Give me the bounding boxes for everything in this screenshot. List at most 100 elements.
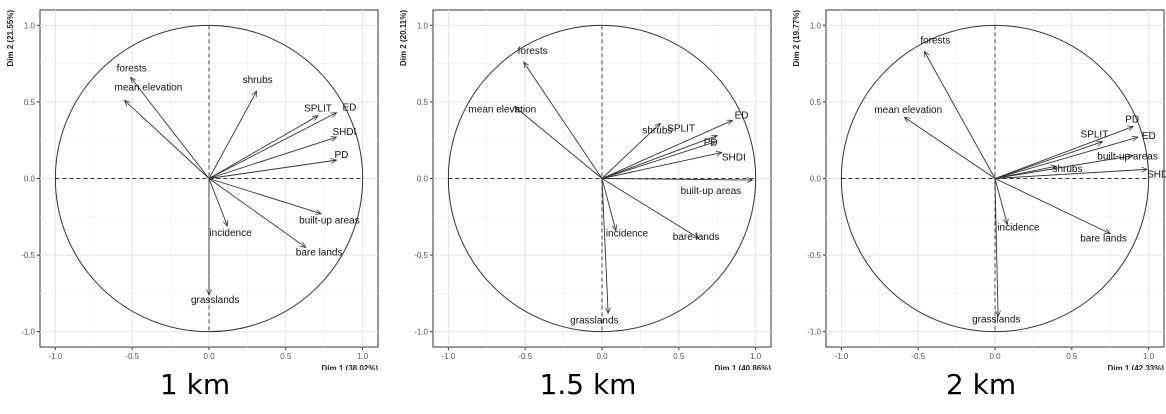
correlation-circle-chart-1km: -1.0 -1.0 -0.5 -0.5 0.0 0.0 0.5 0.5 1.0 1.0 Dim 1 … (6, 9, 379, 370)
variable-label: mean elevation (468, 105, 536, 116)
variable-label: built-up areas (299, 216, 360, 227)
variable-label: built-up areas (1097, 152, 1158, 163)
x-tick-label: -0.5 (125, 352, 139, 361)
y-tick-label: 1.0 (810, 21, 822, 30)
x-tick-label: 1.0 (750, 352, 762, 361)
x-tick-label: -1.0 (48, 352, 62, 361)
y-tick-label: -0.5 (414, 251, 428, 260)
x-tick-label: -0.5 (911, 352, 925, 361)
y-tick-label: 0.5 (24, 98, 36, 107)
y-tick-label: -1.0 (414, 328, 428, 337)
x-tick-label: 0.5 (280, 352, 292, 361)
y-tick-label: 1.0 (24, 21, 36, 30)
unit-circle (447, 24, 757, 333)
variable-label: forests (920, 35, 950, 46)
y-axis-title: Dim 2 (19.77%) (792, 10, 801, 67)
variable-arrow (601, 119, 733, 179)
variable-label: ED (1142, 131, 1156, 142)
variable-arrow (601, 178, 608, 314)
variable-label: mean elevation (115, 82, 183, 93)
panel-caption: 2 km (945, 368, 1017, 401)
variable-label: grasslands (972, 314, 1020, 325)
correlation-circle-chart-2km: -1.0 -1.0 -0.5 -0.5 0.0 0.0 0.5 0.5 1.0 1.0 Dim 1 … (792, 9, 1166, 370)
variable-label: incidence (997, 222, 1040, 233)
variable-label: mean elevation (874, 105, 942, 116)
variable-label: shrubs (243, 75, 273, 86)
variable-arrow (514, 107, 603, 179)
variable-arrow (994, 156, 1133, 179)
y-axis-title: Dim 2 (21.55%) (6, 10, 15, 67)
x-tick-label: -1.0 (441, 352, 455, 361)
x-tick-label: 0.0 (203, 352, 215, 361)
variable-label: bare lands (1080, 234, 1127, 245)
variable-arrow (601, 178, 616, 231)
pca-panel-1km: -1.0 -1.0 -0.5 -0.5 0.0 0.0 0.5 0.5 1.0 1.0 Dim 1 … (0, 0, 390, 414)
variable-arrow (131, 77, 210, 179)
variable-label: SPLIT (304, 104, 332, 115)
variable-label: incidence (209, 228, 252, 239)
x-tick-label: 1.0 (357, 352, 369, 361)
y-tick-label: -0.5 (21, 251, 35, 260)
unit-circle (840, 24, 1150, 333)
unit-circle (54, 24, 364, 333)
y-tick-label: 1.0 (417, 21, 429, 30)
x-axis-title: Dim 1 (38.02%) (322, 364, 379, 370)
variable-arrow (208, 160, 337, 179)
variable-arrow (994, 137, 1138, 179)
variable-arrow (601, 123, 660, 179)
variable-label: PD (704, 138, 718, 149)
pca-panel-1-5km: -1.0 -1.0 -0.5 -0.5 0.0 0.0 0.5 0.5 1.0 1.0 Dim 1 … (393, 0, 783, 414)
variable-arrow (994, 126, 1133, 179)
variable-arrow (208, 116, 318, 179)
variable-label: shrubs (642, 125, 672, 136)
variable-arrow (924, 51, 996, 179)
variable-arrow (994, 142, 1103, 179)
variable-label: SHDI (722, 152, 746, 163)
variable-label: bare lands (673, 232, 720, 243)
variable-arrow (208, 178, 306, 248)
variable-arrow (601, 142, 716, 179)
variable-label: SHDI (333, 127, 357, 138)
variable-arrow (125, 100, 210, 179)
x-tick-label: 0.5 (673, 352, 685, 361)
x-tick-label: 0.0 (596, 352, 608, 361)
variable-arrow (994, 178, 998, 317)
x-axis-title: Dim 1 (42.33%) (1108, 364, 1165, 370)
variable-arrow (208, 137, 337, 179)
variable-label: ED (735, 110, 749, 121)
variable-label: PD (335, 150, 349, 161)
variable-arrow (208, 178, 321, 214)
variable-arrow (601, 136, 717, 179)
variable-label: SPLIT (1081, 130, 1109, 141)
variable-arrow (601, 178, 699, 239)
y-axis-title: Dim 2 (20.11%) (399, 10, 408, 66)
panel-caption: 1.5 km (539, 368, 637, 401)
y-tick-label: -1.0 (807, 328, 821, 337)
y-tick-label: 0.0 (810, 175, 822, 184)
y-tick-label: -0.5 (807, 251, 821, 260)
x-tick-label: 0.5 (1066, 352, 1078, 361)
variable-arrow (208, 91, 257, 179)
x-tick-label: 1.0 (1143, 352, 1155, 361)
variable-label: ED (343, 103, 357, 114)
variable-label: grasslands (191, 295, 239, 306)
variable-arrow (208, 113, 337, 179)
variable-arrow (994, 178, 1110, 235)
variable-arrow (601, 152, 722, 179)
x-tick-label: -1.0 (834, 352, 848, 361)
variable-arrow (524, 62, 603, 179)
variable-label: incidence (606, 229, 649, 240)
variable-arrow (994, 169, 1147, 179)
correlation-circle-chart-1-5km: -1.0 -1.0 -0.5 -0.5 0.0 0.0 0.5 0.5 1.0 1.0 Dim 1 … (399, 9, 772, 370)
variable-arrow (208, 178, 227, 226)
x-tick-label: 0.0 (989, 352, 1001, 361)
variable-arrow (904, 117, 996, 179)
variable-label: shrubs (1052, 164, 1082, 175)
y-tick-label: 0.5 (417, 98, 429, 107)
variable-arrow (601, 179, 753, 181)
y-tick-label: 0.0 (24, 175, 36, 184)
variable-label: grasslands (570, 315, 618, 326)
variable-label: forests (518, 46, 548, 57)
y-tick-label: -1.0 (21, 328, 35, 337)
variable-label: forests (117, 63, 147, 74)
